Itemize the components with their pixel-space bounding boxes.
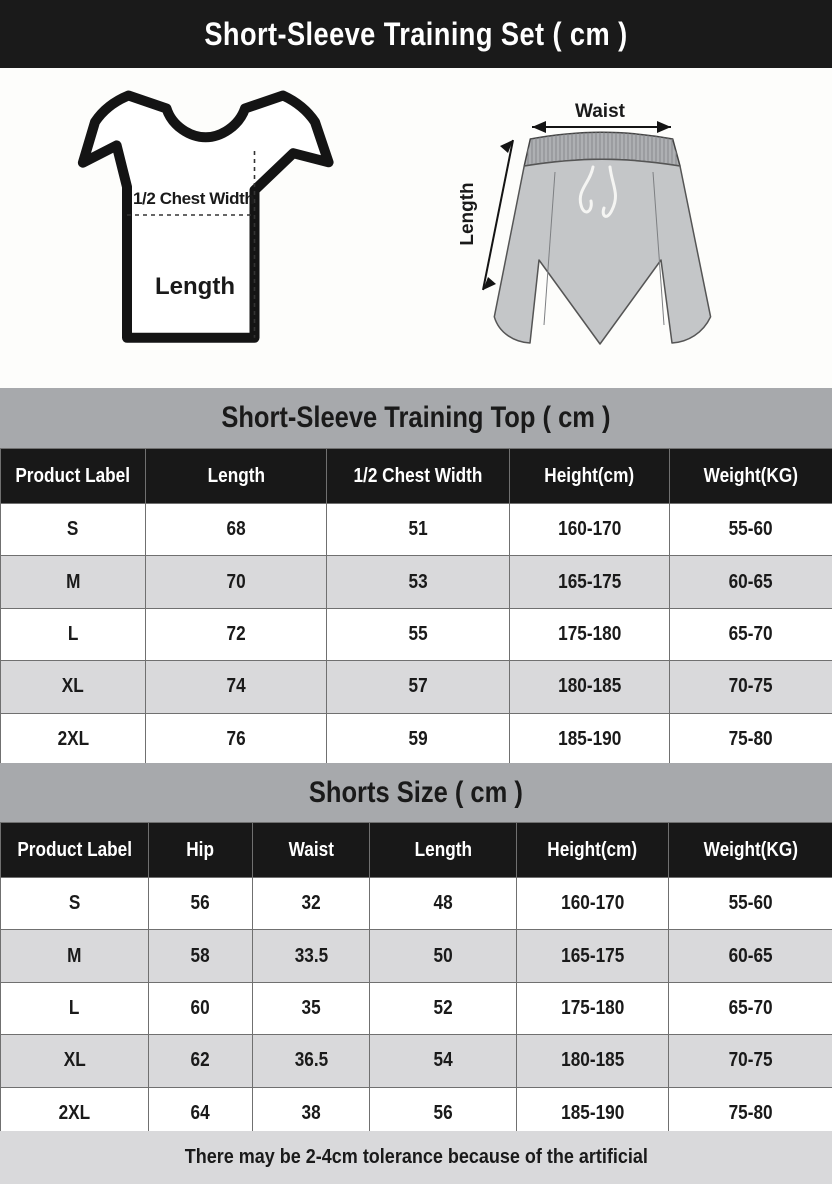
svg-text:Length: Length <box>460 182 478 245</box>
svg-text:1/2 Chest Width: 1/2 Chest Width <box>133 189 254 208</box>
svg-text:Waist: Waist <box>575 101 626 122</box>
svg-text:Length: Length <box>155 273 235 300</box>
